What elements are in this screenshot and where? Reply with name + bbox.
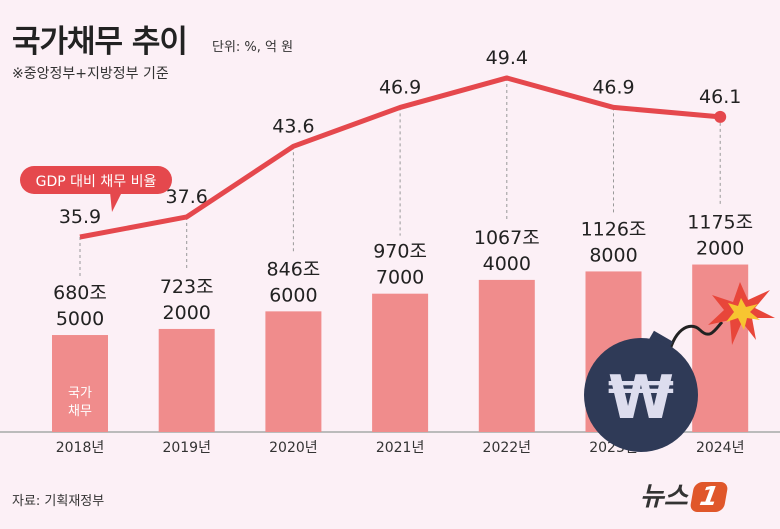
line-value-label: 49.4 (486, 47, 528, 69)
line-value-label: 46.9 (592, 76, 634, 98)
line-value-label: 43.6 (272, 115, 314, 137)
bar-value-label: 970조 (373, 241, 427, 263)
bar-value-label: 5000 (56, 308, 104, 330)
bar-value-label: 1126조 (581, 218, 647, 240)
unit-label: 단위: %, 억 원 (212, 40, 294, 55)
callout-box (20, 166, 172, 194)
bar-value-label: 846조 (267, 258, 321, 280)
x-tick-label: 2020년 (269, 440, 318, 456)
bar-value-label: 6000 (269, 284, 317, 306)
callout-pointer (110, 192, 122, 212)
bar-inner-label: 채무 (68, 404, 92, 419)
bar-value-label: 1175조 (687, 212, 753, 234)
line-value-label: 35.9 (59, 206, 101, 228)
line-value-label: 46.9 (379, 76, 421, 98)
bomb-icon (584, 338, 698, 452)
bar (265, 311, 322, 432)
bar-value-label: 1067조 (474, 227, 540, 249)
callout-label: GDP 대비 채무 비율 (36, 174, 157, 190)
source: 자료: 기획재정부 (12, 494, 105, 509)
x-tick-label: 2024년 (696, 440, 745, 456)
line-value-label: 46.1 (699, 86, 741, 108)
bar-value-label: 2000 (163, 302, 211, 324)
x-tick-label: 2021년 (376, 440, 425, 456)
bar-value-label: 8000 (589, 244, 637, 266)
bar-value-label: 723조 (160, 276, 214, 298)
bar-value-label: 680조 (53, 282, 107, 304)
bar (158, 328, 215, 432)
bar-inner-label: 국가 (68, 386, 92, 401)
bar-value-label: 2000 (696, 238, 744, 260)
bomb-fuse (666, 321, 724, 361)
x-tick-label: 2022년 (483, 440, 532, 456)
bar (372, 293, 429, 432)
explosion-core-icon (726, 298, 760, 330)
bar (52, 335, 108, 432)
note: ※중앙정부+지방정부 기준 (12, 66, 169, 82)
logo: 뉴스 1 (640, 476, 729, 513)
bar (478, 279, 535, 432)
line-end-point (714, 110, 727, 123)
x-tick-label: 2019년 (162, 440, 211, 456)
bar-value-label: 7000 (376, 267, 424, 289)
line-series (79, 75, 721, 240)
bar-value-label: 4000 (483, 253, 531, 275)
page-title: 국가채무 추이 (12, 24, 188, 60)
x-tick-label: 2018년 (56, 440, 105, 456)
line-value-label: 37.6 (166, 186, 208, 208)
won-icon: ₩ (608, 363, 674, 433)
